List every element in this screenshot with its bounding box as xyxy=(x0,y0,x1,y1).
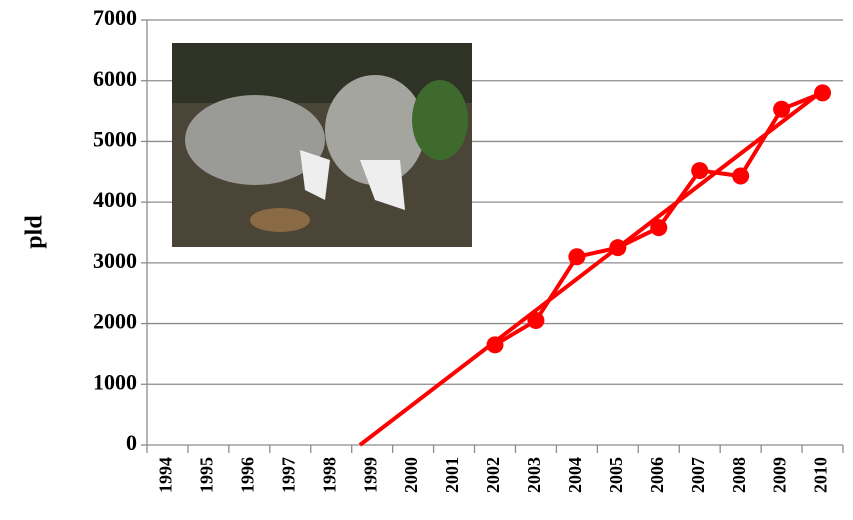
x-tick-label: 1995 xyxy=(197,457,217,493)
x-tick-label: 2010 xyxy=(811,457,831,493)
data-point xyxy=(650,219,667,236)
y-tick-label: 7000 xyxy=(93,5,137,30)
y-tick-label: 2000 xyxy=(93,309,137,334)
data-point xyxy=(814,84,831,101)
x-tick-label: 2001 xyxy=(442,457,462,493)
x-tick-label: 2003 xyxy=(524,457,544,493)
y-tick-label: 4000 xyxy=(93,187,137,212)
x-tick-label: 2007 xyxy=(688,457,708,493)
y-tick-label: 0 xyxy=(126,430,137,455)
x-tick-label: 2009 xyxy=(770,457,790,493)
y-tick-label: 5000 xyxy=(93,126,137,151)
chart: pld 0 1000 2000 3000 4000 5000 6000 7000 1994 199… xyxy=(0,0,853,520)
y-tick-label: 6000 xyxy=(93,66,137,91)
x-tick-label: 1994 xyxy=(156,457,176,493)
data-point xyxy=(773,101,790,118)
x-tick-label: 1999 xyxy=(360,457,380,493)
x-tick-label: 1997 xyxy=(278,457,298,493)
y-tick-label: 3000 xyxy=(93,248,137,273)
x-tick-label: 2000 xyxy=(401,457,421,493)
x-tick-label: 2008 xyxy=(729,457,749,493)
data-point xyxy=(691,162,708,179)
photo xyxy=(172,43,472,247)
data-point xyxy=(732,168,749,185)
x-tick-label: 2004 xyxy=(565,457,585,493)
x-tick-label: 1996 xyxy=(237,457,257,493)
data-point xyxy=(609,239,626,256)
y-tick-label: 1000 xyxy=(93,369,137,394)
x-tick-label: 2002 xyxy=(483,457,503,493)
data-point xyxy=(527,312,544,329)
x-tick-label: 2006 xyxy=(647,457,667,493)
y-axis-label: pld xyxy=(22,215,48,249)
data-point xyxy=(568,248,585,265)
x-tick-label: 1998 xyxy=(319,457,339,493)
data-point xyxy=(487,336,504,353)
x-tick-label: 2005 xyxy=(606,457,626,493)
